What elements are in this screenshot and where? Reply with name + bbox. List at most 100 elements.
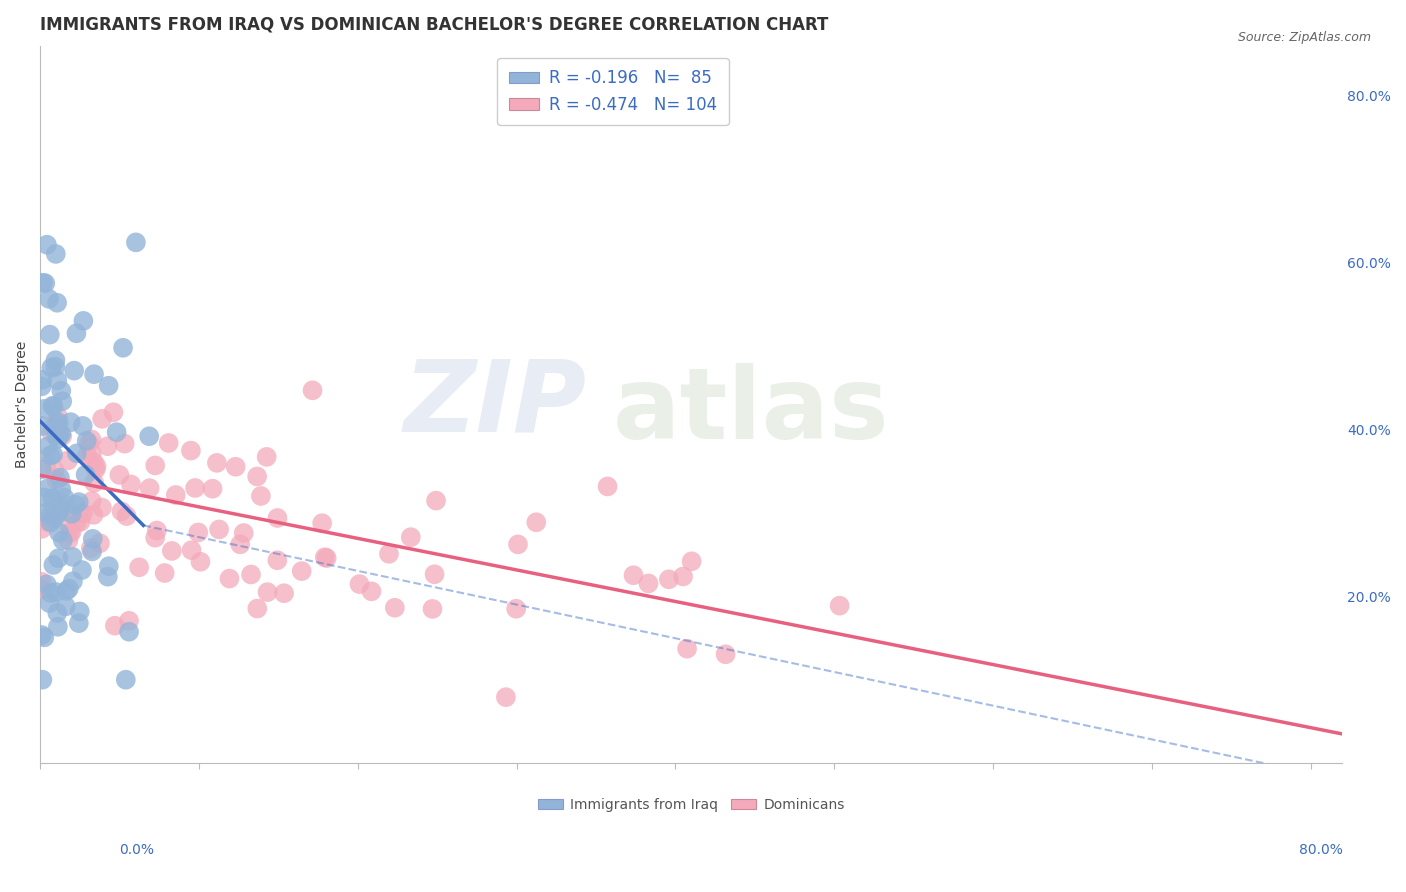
Point [86, 459, 108, 474]
Point [108, 467, 131, 482]
Point [48, 525, 70, 540]
Point [425, 493, 447, 508]
Point [273, 586, 295, 600]
Point [31, 673, 53, 687]
Point [104, 618, 127, 632]
Point [70, 563, 93, 577]
Point [44, 463, 66, 477]
Point [495, 690, 517, 705]
Point [44, 495, 66, 509]
Point [35, 506, 58, 520]
Point [42, 508, 65, 523]
Point [180, 543, 202, 558]
Point [42, 511, 65, 525]
Point [51, 384, 73, 398]
Point [39, 449, 62, 463]
Point [46, 432, 69, 446]
Point [422, 602, 444, 616]
Point [83, 367, 105, 381]
Point [114, 673, 136, 687]
Point [114, 436, 136, 450]
Point [349, 577, 371, 591]
Point [672, 569, 695, 583]
Point [34, 631, 56, 645]
Point [637, 576, 659, 591]
Point [80, 494, 103, 508]
Point [184, 481, 207, 495]
Point [39, 586, 62, 600]
Point [256, 585, 278, 599]
Point [39, 516, 62, 530]
Point [82, 532, 104, 546]
Point [301, 384, 323, 398]
Point [80, 433, 103, 447]
Point [97, 378, 120, 392]
Point [89, 536, 111, 550]
Point [67, 495, 90, 509]
Point [66, 446, 89, 460]
Point [138, 481, 160, 495]
Point [31, 379, 53, 393]
Text: atlas: atlas [613, 363, 890, 460]
Point [143, 458, 166, 473]
Point [72, 418, 94, 433]
Point [46, 620, 69, 634]
Point [55, 498, 77, 512]
Point [97, 570, 120, 584]
Point [75, 467, 97, 482]
Point [232, 526, 254, 541]
Point [246, 469, 269, 483]
Point [46, 409, 69, 423]
Point [41, 425, 63, 440]
Point [49, 503, 72, 517]
Point [48, 551, 70, 566]
Text: 80.0%: 80.0% [1299, 843, 1343, 857]
Point [41, 399, 63, 413]
Point [143, 531, 166, 545]
Point [76, 449, 98, 463]
Point [45, 473, 67, 487]
Point [70, 507, 93, 521]
Point [58, 582, 80, 596]
Point [77, 436, 100, 450]
Point [48, 416, 70, 430]
Text: IMMIGRANTS FROM IRAQ VS DOMINICAN BACHELOR'S DEGREE CORRELATION CHART: IMMIGRANTS FROM IRAQ VS DOMINICAN BACHEL… [41, 15, 828, 33]
Point [84, 462, 107, 476]
Point [828, 599, 851, 613]
Point [31, 462, 53, 476]
Point [187, 525, 209, 540]
Point [218, 572, 240, 586]
Point [35, 458, 58, 473]
Point [146, 524, 169, 538]
Point [125, 235, 148, 250]
Point [51, 502, 73, 516]
Point [62, 549, 84, 564]
Point [83, 475, 105, 490]
Point [110, 504, 132, 518]
Point [291, 564, 314, 578]
Point [246, 601, 269, 615]
Point [128, 560, 150, 574]
Point [51, 427, 73, 442]
Point [65, 498, 87, 512]
Point [524, 516, 547, 530]
Point [65, 326, 87, 341]
Point [35, 237, 58, 252]
Point [42, 418, 65, 433]
Point [69, 515, 91, 529]
Point [46, 373, 69, 387]
Point [596, 479, 619, 493]
Y-axis label: Bachelor's Degree: Bachelor's Degree [15, 341, 30, 468]
Point [623, 568, 645, 582]
Point [120, 477, 142, 491]
Point [80, 541, 103, 556]
Point [31, 419, 53, 434]
Point [44, 353, 66, 368]
Point [250, 489, 273, 503]
Point [31, 522, 53, 536]
Point [225, 459, 247, 474]
Point [45, 417, 67, 431]
Point [34, 277, 56, 291]
Point [38, 292, 60, 306]
Point [52, 533, 75, 548]
